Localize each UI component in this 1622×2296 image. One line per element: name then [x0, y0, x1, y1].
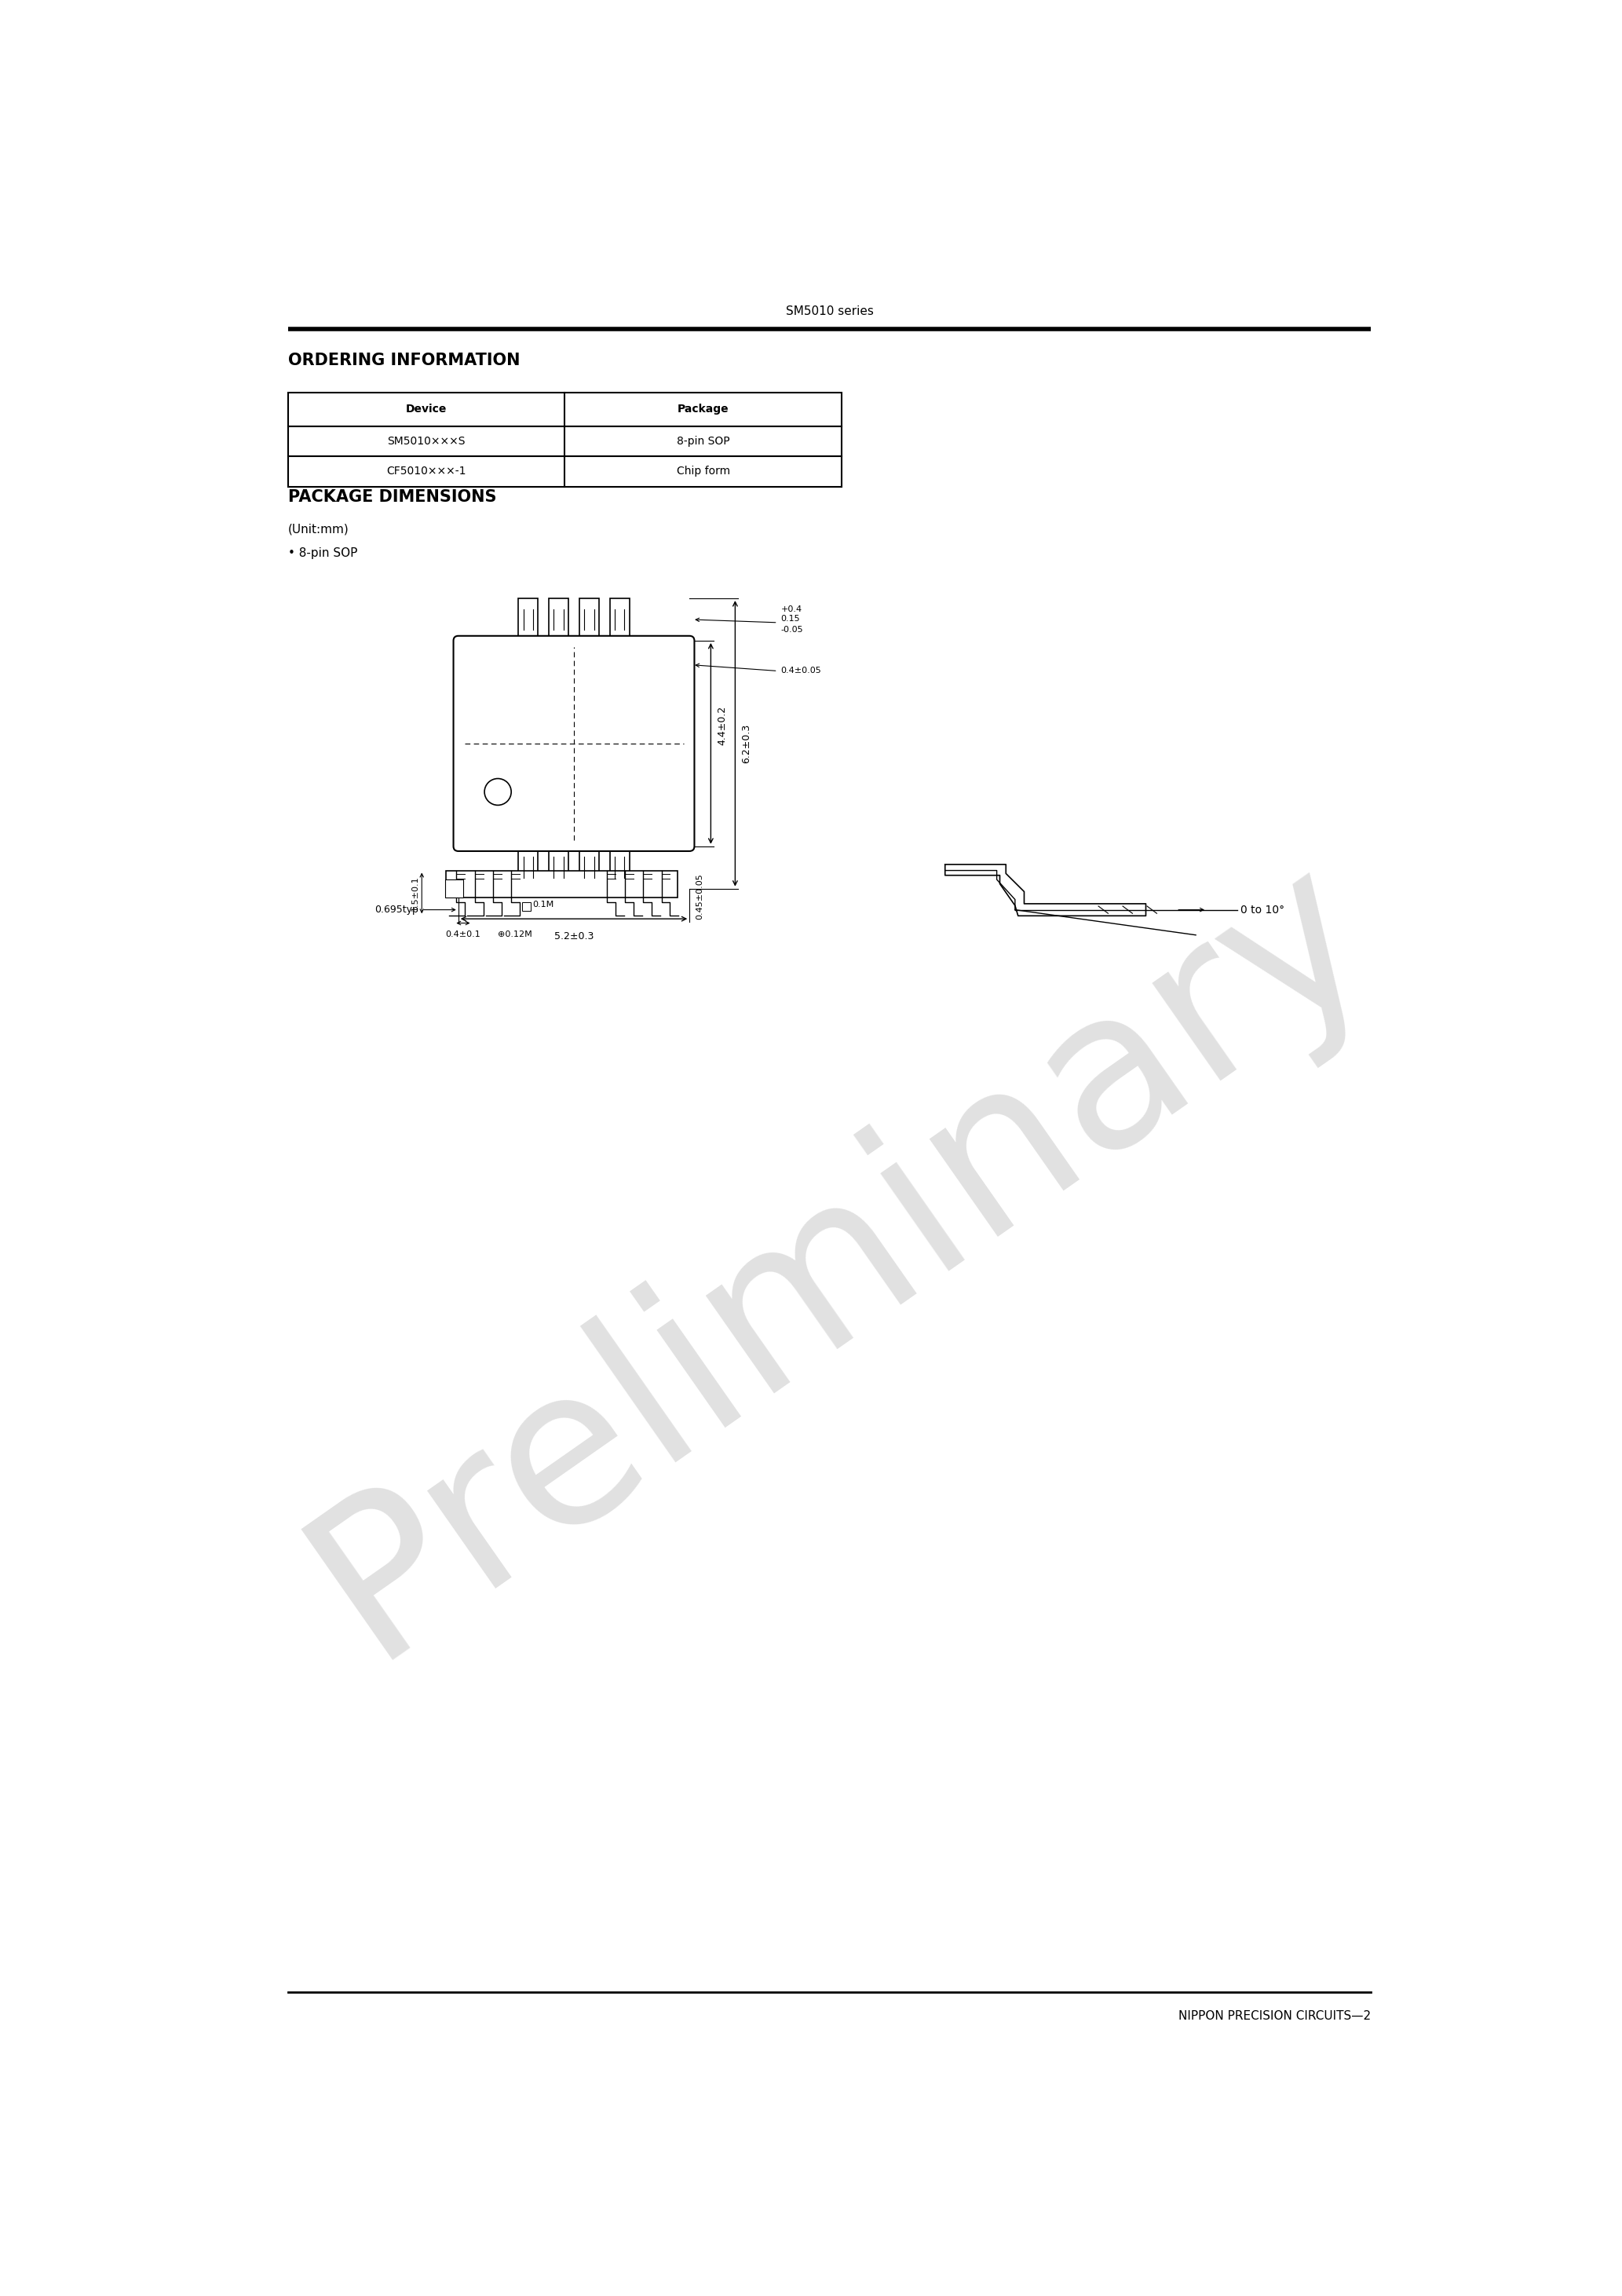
- Text: 1.7: 1.7: [448, 886, 461, 893]
- Text: 8-pin SOP: 8-pin SOP: [676, 436, 730, 448]
- Bar: [579, 847, 599, 889]
- Text: 4.4±0.2: 4.4±0.2: [717, 705, 727, 746]
- Text: 0.4±0.1: 0.4±0.1: [446, 930, 480, 939]
- Text: CF5010×××-1: CF5010×××-1: [386, 466, 466, 478]
- Bar: [444, 879, 464, 898]
- Circle shape: [485, 778, 511, 806]
- Text: 0 to 10°: 0 to 10°: [1241, 905, 1285, 916]
- Text: Package: Package: [678, 404, 728, 416]
- Bar: [289, 457, 842, 487]
- Text: Chip form: Chip form: [676, 466, 730, 478]
- Text: 0.1M: 0.1M: [532, 900, 555, 909]
- Text: (Unit:mm): (Unit:mm): [289, 523, 349, 535]
- Text: +: +: [524, 902, 529, 909]
- Bar: [446, 870, 678, 898]
- Bar: [519, 599, 539, 641]
- Text: SM5010 series: SM5010 series: [785, 305, 873, 317]
- Bar: [289, 427, 842, 457]
- Bar: [522, 902, 530, 912]
- Text: 0.45±0.05: 0.45±0.05: [696, 872, 704, 921]
- Text: Preliminary: Preliminary: [276, 817, 1406, 1697]
- Bar: [579, 599, 599, 641]
- Text: Device: Device: [406, 404, 448, 416]
- Text: 5.2±0.3: 5.2±0.3: [555, 930, 594, 941]
- Text: SM5010×××S: SM5010×××S: [388, 436, 466, 448]
- FancyBboxPatch shape: [454, 636, 694, 852]
- Text: 1.5±0.1: 1.5±0.1: [410, 875, 418, 912]
- Bar: [610, 599, 629, 641]
- Text: 0.15: 0.15: [780, 615, 800, 622]
- Text: -0.05: -0.05: [780, 625, 803, 634]
- Text: ⊕0.12M: ⊕0.12M: [498, 930, 532, 939]
- Bar: [519, 847, 539, 889]
- Text: ORDERING INFORMATION: ORDERING INFORMATION: [289, 354, 521, 370]
- Text: 0.4±0.05: 0.4±0.05: [780, 668, 821, 675]
- Bar: [610, 847, 629, 889]
- Text: 6.2±0.3: 6.2±0.3: [741, 723, 751, 762]
- Text: • 8-pin SOP: • 8-pin SOP: [289, 546, 357, 560]
- Bar: [548, 599, 568, 641]
- Text: 0.695typ: 0.695typ: [375, 905, 418, 914]
- Bar: [289, 393, 842, 427]
- Text: +0.4: +0.4: [780, 606, 801, 613]
- Bar: [548, 847, 568, 889]
- Text: PACKAGE DIMENSIONS: PACKAGE DIMENSIONS: [289, 489, 496, 505]
- Text: NIPPON PRECISION CIRCUITS—2: NIPPON PRECISION CIRCUITS—2: [1179, 2011, 1371, 2023]
